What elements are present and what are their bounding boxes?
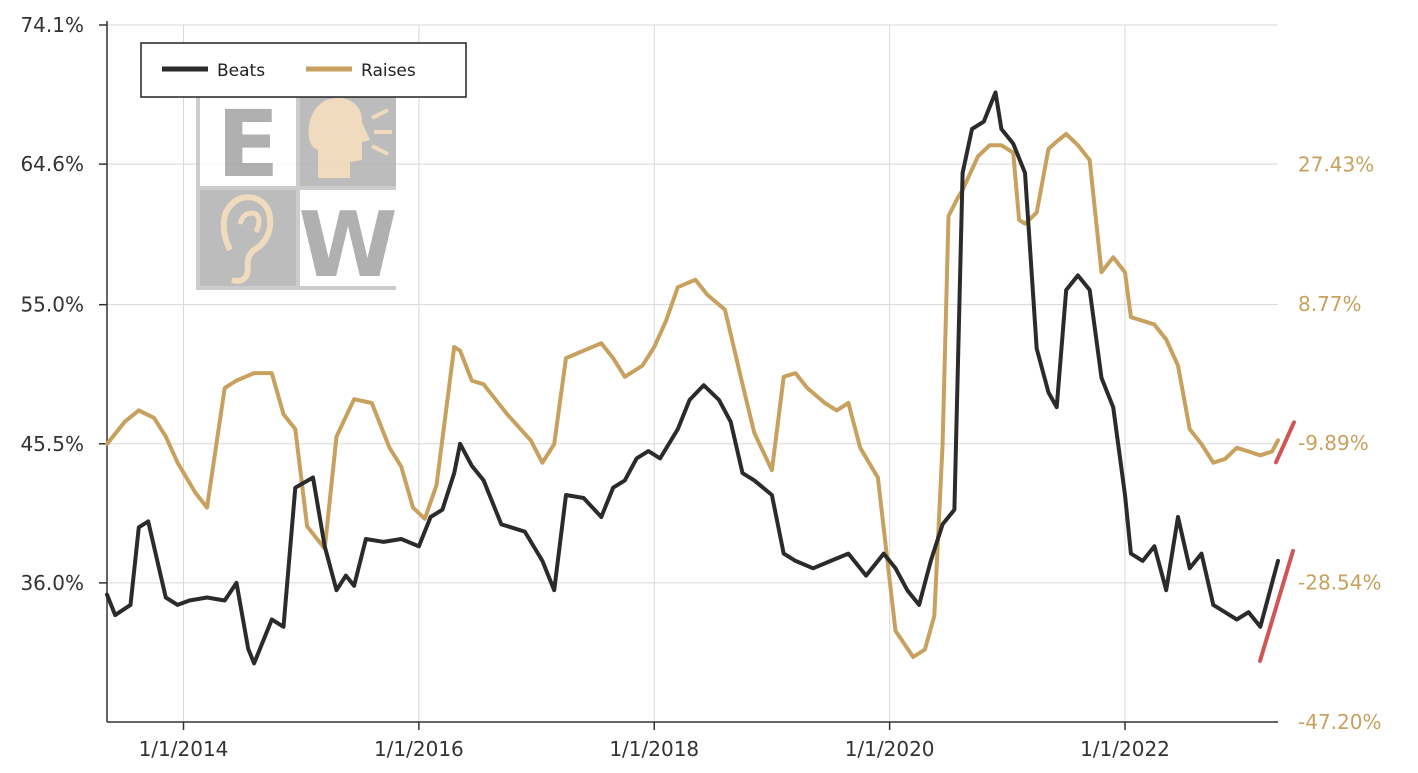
series-line-raises (105, 132, 1280, 659)
right-tick-label: 8.77% (1298, 292, 1362, 316)
speaking-head-icon (308, 97, 392, 178)
raises-trend-marker (1274, 420, 1296, 465)
logo-letter-e: E (217, 91, 280, 198)
left-tick-label: 64.6% (20, 152, 84, 176)
legend-label-raises: Raises (361, 61, 416, 81)
ear-icon (220, 194, 274, 284)
legend-label-beats: Beats (217, 61, 265, 81)
right-tick-label: 27.43% (1298, 152, 1374, 176)
beats-trend-marker (1258, 548, 1295, 663)
right-tick-label: -28.54% (1298, 571, 1381, 595)
logo-w-panel (300, 190, 396, 286)
right-tick-label: -47.20% (1298, 710, 1381, 734)
right-tick-label: -9.89% (1298, 431, 1369, 455)
left-tick-label: 74.1% (20, 13, 84, 37)
trend-markers (1258, 420, 1296, 663)
axes (106, 21, 1278, 723)
x-tick-label: 1/1/2022 (1080, 737, 1170, 761)
series-line-beats (105, 90, 1280, 666)
series-layer (105, 90, 1280, 666)
left-axis-ticks: 74.1% 64.6% 55.0% 45.5% 36.0% (20, 13, 107, 595)
x-axis-ticks: 1/1/2014 1/1/2016 1/1/2018 1/1/2020 1/1/2022 (139, 722, 1170, 761)
left-tick-label: 45.5% (20, 432, 84, 456)
logo-letter-w: W (298, 193, 397, 298)
x-tick-label: 1/1/2020 (845, 737, 935, 761)
left-tick-label: 55.0% (20, 293, 84, 317)
logo-e-panel (200, 94, 296, 186)
legend: Beats Raises (140, 42, 467, 98)
right-axis-ticks: 27.43% 8.77% -9.89% -28.54% -47.20% (1298, 152, 1381, 734)
x-tick-label: 1/1/2016 (374, 737, 464, 761)
left-tick-label: 36.0% (20, 571, 84, 595)
x-tick-label: 1/1/2014 (139, 737, 229, 761)
watermark-logo: E W (196, 90, 398, 298)
x-tick-label: 1/1/2018 (609, 737, 699, 761)
